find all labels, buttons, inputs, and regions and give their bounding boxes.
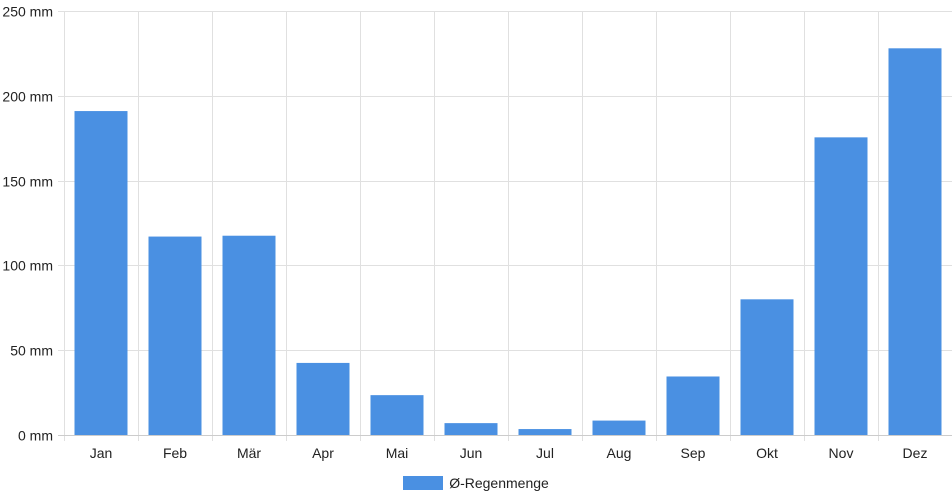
bar [148,236,202,435]
x-tick-label: Jun [460,445,483,461]
x-tick-label: Mai [386,445,409,461]
bar-chart: 0 mm 50 mm 100 mm 150 mm 200 mm 250 mm Jan Feb… [2,4,952,461]
y-tick-label: 150 mm [2,174,53,190]
bar [592,420,646,435]
legend-label: Ø-Regenmenge [449,475,549,491]
x-tick-label: Jul [536,445,554,461]
bars [74,48,942,436]
bar [518,429,572,435]
bar [888,48,942,435]
x-tick-label: Apr [312,445,334,461]
bar [222,235,276,435]
x-tick-label: Mär [237,445,261,461]
legend[interactable]: Ø-Regenmenge [0,472,952,494]
bar [666,376,720,435]
x-tick-label: Jan [90,445,113,461]
y-tick-label: 0 mm [18,428,53,444]
y-tick-label: 200 mm [2,89,53,105]
y-tick-label: 50 mm [10,343,53,359]
x-tick-label: Feb [163,445,187,461]
bar [370,395,424,435]
y-tick-label: 100 mm [2,258,53,274]
bar [444,423,498,435]
y-axis: 0 mm 50 mm 100 mm 150 mm 200 mm 250 mm [2,4,53,444]
grid [58,11,952,441]
x-tick-label: Aug [607,445,632,461]
y-tick-label: 250 mm [2,4,53,20]
x-tick-label: Dez [903,445,928,461]
bar [814,137,868,436]
legend-swatch [403,476,444,490]
x-tick-label: Sep [681,445,706,461]
x-tick-label: Okt [756,445,778,461]
x-axis: Jan Feb Mär Apr Mai Jun Jul Aug Sep Okt Nov Dez [90,445,928,461]
bar [296,362,350,435]
bar [740,299,794,435]
bar [74,111,128,436]
x-tick-label: Nov [829,445,854,461]
